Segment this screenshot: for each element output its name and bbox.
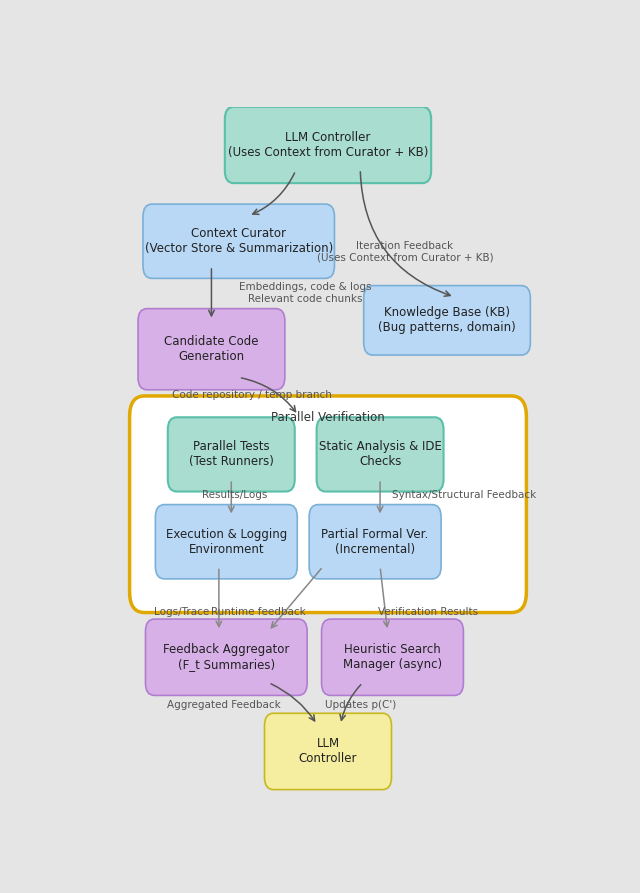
- Text: Iteration Feedback
(Uses Context from Curator + KB): Iteration Feedback (Uses Context from Cu…: [317, 241, 493, 263]
- Text: Syntax/Structural Feedback: Syntax/Structural Feedback: [392, 490, 537, 500]
- Text: Feedback Aggregator
(F_t Summaries): Feedback Aggregator (F_t Summaries): [163, 643, 289, 672]
- Text: Execution & Logging
Environment: Execution & Logging Environment: [166, 528, 287, 555]
- Text: Parallel Verification: Parallel Verification: [271, 412, 385, 424]
- FancyBboxPatch shape: [168, 417, 295, 491]
- Text: Code repository / temp branch: Code repository / temp branch: [172, 389, 332, 399]
- Text: Static Analysis & IDE
Checks: Static Analysis & IDE Checks: [319, 440, 442, 469]
- FancyBboxPatch shape: [309, 505, 441, 579]
- Text: Verification Results: Verification Results: [378, 607, 477, 617]
- Text: Updates p(C'): Updates p(C'): [324, 700, 396, 710]
- Text: Candidate Code
Generation: Candidate Code Generation: [164, 335, 259, 363]
- Text: LLM
Controller: LLM Controller: [299, 738, 357, 765]
- FancyBboxPatch shape: [156, 505, 297, 579]
- Text: Parallel Tests
(Test Runners): Parallel Tests (Test Runners): [189, 440, 274, 469]
- Text: Heuristic Search
Manager (async): Heuristic Search Manager (async): [343, 643, 442, 672]
- Text: Context Curator
(Vector Store & Summarization): Context Curator (Vector Store & Summariz…: [145, 227, 333, 255]
- Text: Knowledge Base (KB)
(Bug patterns, domain): Knowledge Base (KB) (Bug patterns, domai…: [378, 306, 516, 334]
- Text: LLM Controller
(Uses Context from Curator + KB): LLM Controller (Uses Context from Curato…: [228, 131, 428, 159]
- FancyBboxPatch shape: [145, 619, 307, 696]
- FancyBboxPatch shape: [143, 204, 335, 279]
- Text: Logs/Trace: Logs/Trace: [154, 607, 210, 617]
- FancyBboxPatch shape: [317, 417, 444, 491]
- Text: Aggregated Feedback: Aggregated Feedback: [167, 700, 281, 710]
- FancyBboxPatch shape: [225, 107, 431, 183]
- FancyBboxPatch shape: [321, 619, 463, 696]
- FancyBboxPatch shape: [138, 309, 285, 389]
- Text: Embeddings, code & logs
Relevant code chunks: Embeddings, code & logs Relevant code ch…: [239, 282, 372, 304]
- FancyBboxPatch shape: [364, 286, 531, 355]
- Text: Partial Formal Ver.
(Incremental): Partial Formal Ver. (Incremental): [321, 528, 429, 555]
- Text: Results/Logs: Results/Logs: [202, 490, 267, 500]
- FancyBboxPatch shape: [129, 396, 527, 613]
- FancyBboxPatch shape: [264, 714, 392, 789]
- Text: Runtime feedback: Runtime feedback: [211, 607, 306, 617]
